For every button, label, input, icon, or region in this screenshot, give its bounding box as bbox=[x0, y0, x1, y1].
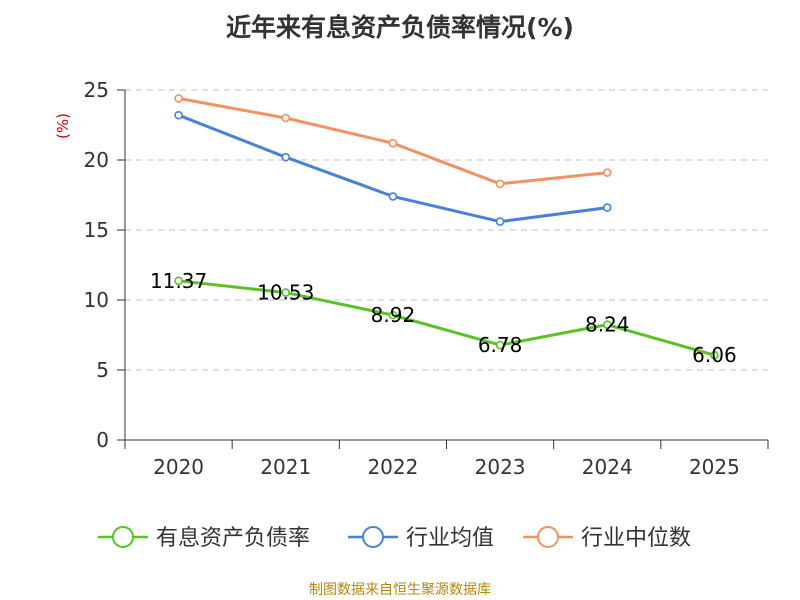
data-point-1 bbox=[281, 152, 291, 162]
legend-label: 行业中位数 bbox=[581, 526, 691, 551]
x-tick-label: 2020 bbox=[153, 455, 204, 479]
data-point-0 bbox=[602, 320, 612, 329]
grid-layer bbox=[125, 89, 768, 371]
data-label: 10.53 bbox=[257, 281, 314, 305]
x-tick-label: 2024 bbox=[582, 455, 633, 479]
y-tick-label: 5 bbox=[96, 358, 109, 382]
data-point-2 bbox=[495, 179, 505, 189]
y-axis-unit-label: (%) bbox=[54, 113, 72, 139]
x-tick-label: 2021 bbox=[260, 455, 311, 479]
y-tick-label: 25 bbox=[84, 78, 109, 102]
series-layer bbox=[174, 94, 719, 360]
y-tick-label: 0 bbox=[96, 428, 109, 452]
legend-item: 行业中位数 bbox=[523, 526, 691, 551]
source-note: 制图数据来自恒生聚源数据库 bbox=[309, 582, 491, 598]
legend-marker bbox=[362, 526, 384, 548]
data-point-2 bbox=[388, 138, 398, 148]
data-point-0 bbox=[495, 340, 505, 350]
data-point-1 bbox=[388, 192, 398, 201]
data-label: 11.37 bbox=[150, 269, 207, 293]
y-tick-label: 15 bbox=[84, 218, 109, 242]
data-point-0 bbox=[281, 288, 291, 297]
data-label: 8.92 bbox=[371, 303, 416, 327]
legend: 有息资产负债率 行业均值 行业中位数 bbox=[98, 526, 691, 551]
legend-marker bbox=[112, 526, 134, 548]
data-point-1 bbox=[174, 110, 183, 120]
data-point-2 bbox=[174, 94, 183, 103]
x-tick-label: 2022 bbox=[367, 455, 418, 479]
legend-item: 有息资产负债率 bbox=[98, 526, 310, 551]
y-tick-label: 10 bbox=[84, 288, 109, 312]
legend-label: 行业均值 bbox=[406, 526, 494, 551]
legend-item: 行业均值 bbox=[348, 526, 494, 551]
data-point-2 bbox=[602, 168, 612, 177]
x-tick-label: 2023 bbox=[475, 455, 526, 479]
data-point-0 bbox=[710, 350, 719, 360]
series-line-1 bbox=[178, 113, 608, 224]
data-point-1 bbox=[602, 203, 612, 212]
legend-marker bbox=[537, 526, 559, 548]
y-tick-label: 20 bbox=[84, 148, 109, 172]
data-point-1 bbox=[495, 217, 505, 226]
data-point-2 bbox=[281, 113, 291, 123]
chart-title: 近年来有息资产负债率情况(%) bbox=[226, 13, 574, 42]
legend-label: 有息资产负债率 bbox=[156, 526, 310, 551]
data-label: 6.06 bbox=[692, 343, 737, 367]
data-point-0 bbox=[388, 310, 398, 320]
data-label: 6.78 bbox=[478, 333, 523, 357]
data-point-0 bbox=[174, 276, 183, 286]
x-tick-label: 2025 bbox=[689, 455, 740, 479]
series-line-0 bbox=[178, 279, 715, 357]
data-label: 8.24 bbox=[585, 313, 630, 337]
data-label-layer: 11.37 10.53 8.92 6.78 8.24 6.06 bbox=[150, 269, 737, 367]
